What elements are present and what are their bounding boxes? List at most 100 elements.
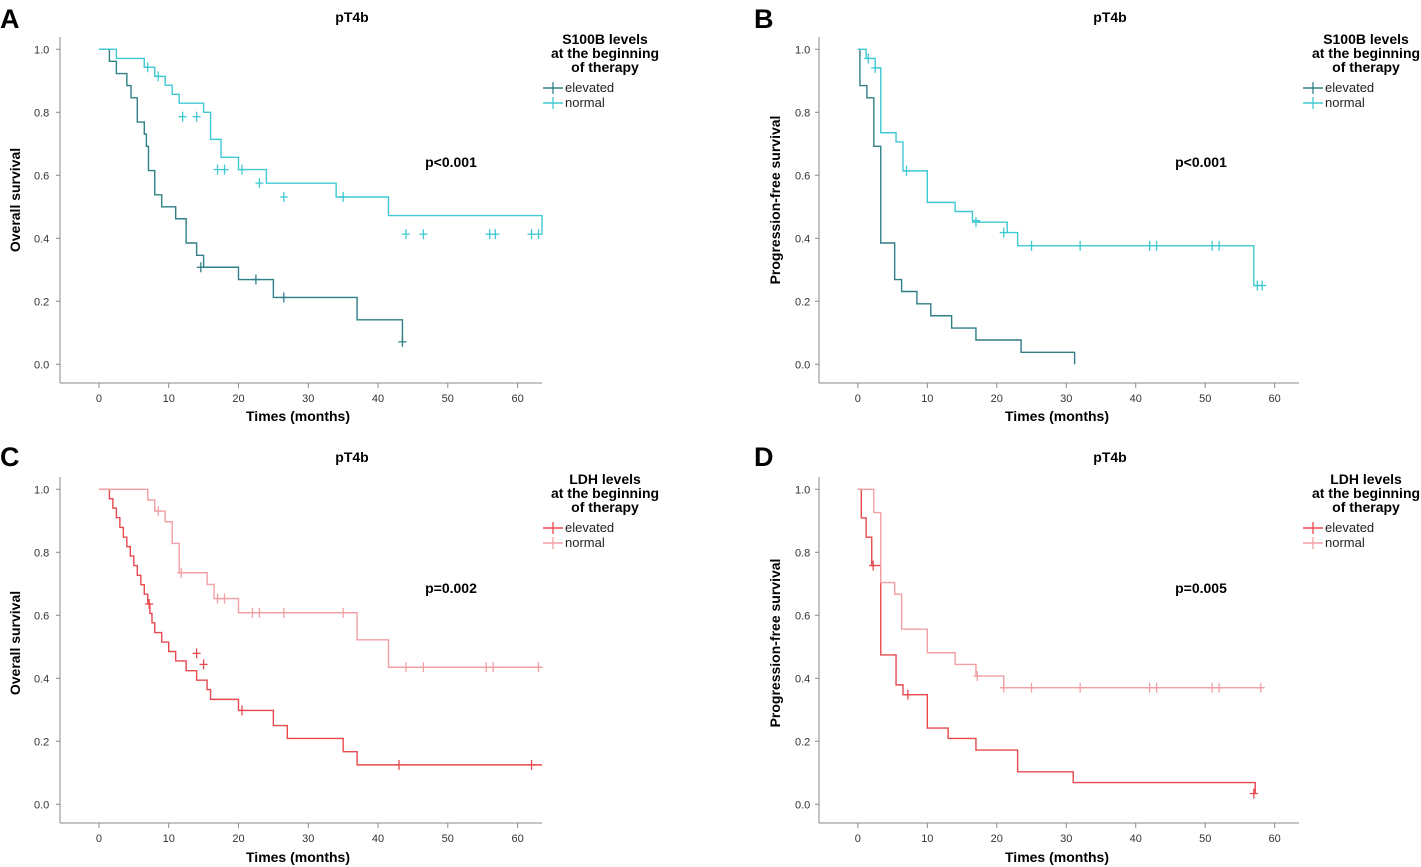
panel-letter: D	[754, 442, 774, 472]
y-axis-label: Overall survival	[7, 591, 23, 695]
x-tick-label: 60	[511, 393, 523, 405]
censor-mark-normal	[491, 229, 500, 240]
y-tick-label: 0.8	[795, 107, 810, 119]
censor-mark-normal	[489, 662, 498, 673]
legend-title-line: of therapy	[571, 59, 639, 75]
x-tick-label: 20	[232, 833, 244, 845]
censor-mark-elevated	[1249, 788, 1258, 799]
x-tick-label: 10	[163, 833, 175, 845]
legend-label: elevated	[565, 80, 614, 95]
censor-mark-normal	[1076, 682, 1085, 693]
legend-title-line: at the beginning	[551, 45, 659, 61]
censor-mark-elevated	[398, 336, 407, 347]
x-tick-label: 10	[921, 833, 933, 845]
censor-mark-normal	[1027, 240, 1036, 251]
chart-title: pT4b	[1093, 9, 1126, 25]
y-tick-label: 0.4	[795, 673, 810, 685]
censor-mark-normal	[401, 229, 410, 240]
censor-mark-normal	[339, 607, 348, 618]
y-tick-label: 1.0	[34, 484, 49, 496]
censor-mark-normal	[401, 662, 410, 673]
censor-mark-normal	[279, 607, 288, 618]
censor-mark-normal	[192, 111, 201, 122]
y-tick-label: 0.2	[795, 296, 810, 308]
p-value-annotation: p=0.005	[1175, 580, 1227, 596]
x-tick-label: 50	[442, 393, 454, 405]
censor-mark-normal	[213, 164, 222, 175]
x-tick-label: 20	[991, 393, 1003, 405]
y-tick-label: 1.0	[34, 44, 49, 56]
x-tick-label: 0	[96, 833, 102, 845]
legend-title-line: of therapy	[1332, 59, 1400, 75]
legend-label: normal	[565, 535, 605, 550]
censor-mark-elevated	[192, 648, 201, 659]
censor-mark-elevated	[251, 274, 260, 285]
censor-mark-normal	[1152, 240, 1161, 251]
y-tick-label: 0.8	[795, 547, 810, 559]
x-tick-label: 50	[1199, 393, 1211, 405]
censor-mark-normal	[1208, 682, 1217, 693]
x-axis-label: Times (months)	[1005, 849, 1109, 865]
censor-mark-normal	[1258, 280, 1267, 291]
y-tick-label: 0.6	[795, 170, 810, 182]
censor-mark-elevated	[145, 598, 154, 609]
survival-curve-elevated	[98, 48, 404, 342]
censor-mark-normal	[902, 165, 911, 176]
censor-mark-normal	[1215, 240, 1224, 251]
legend-title-line: of therapy	[571, 499, 639, 515]
censor-mark-normal	[1215, 682, 1224, 693]
x-tick-label: 30	[1060, 393, 1072, 405]
censor-mark-normal	[255, 607, 264, 618]
censor-mark-normal	[213, 593, 222, 604]
censor-mark-normal	[143, 62, 152, 73]
censor-mark-normal	[177, 567, 186, 578]
y-tick-label: 0.2	[795, 736, 810, 748]
censor-mark-normal	[154, 506, 163, 517]
censor-mark-normal	[527, 229, 536, 240]
censor-mark-normal	[973, 671, 982, 682]
x-tick-label: 20	[991, 833, 1003, 845]
censor-mark-elevated	[903, 689, 912, 700]
x-tick-label: 0	[855, 833, 861, 845]
chart-title: pT4b	[335, 449, 368, 465]
censor-mark-normal	[871, 62, 880, 73]
censor-mark-elevated	[869, 560, 878, 571]
censor-mark-normal	[1208, 240, 1217, 251]
legend-title-line: at the beginning	[1312, 485, 1420, 501]
censor-mark-normal	[1145, 240, 1154, 251]
y-tick-label: 0.6	[34, 170, 49, 182]
censor-mark-normal	[220, 593, 229, 604]
censor-mark-normal	[971, 217, 980, 228]
x-tick-label: 40	[1130, 393, 1142, 405]
x-tick-label: 50	[442, 833, 454, 845]
p-value-annotation: p<0.001	[1175, 154, 1227, 170]
censor-mark-elevated	[279, 292, 288, 303]
y-axis-label: Progression-free survival	[767, 116, 783, 285]
x-axis-label: Times (months)	[246, 408, 350, 424]
legend-item-normal: normal	[1303, 535, 1365, 550]
legend-item-elevated: elevated	[1303, 520, 1374, 535]
censor-mark-normal	[419, 229, 428, 240]
p-value-annotation: p<0.001	[425, 154, 477, 170]
x-tick-label: 10	[163, 393, 175, 405]
censor-mark-normal	[248, 607, 257, 618]
censor-mark-normal	[999, 682, 1008, 693]
survival-curve-normal	[98, 488, 542, 668]
y-tick-label: 0.6	[795, 610, 810, 622]
censor-mark-normal	[339, 192, 348, 203]
x-axis-label: Times (months)	[246, 849, 350, 865]
legend-item-elevated: elevated	[1303, 80, 1374, 95]
legend-item-normal: normal	[543, 535, 605, 550]
y-tick-label: 1.0	[795, 44, 810, 56]
censor-mark-elevated	[199, 659, 208, 670]
y-tick-label: 0.8	[34, 547, 49, 559]
legend-item-normal: normal	[543, 95, 605, 110]
x-tick-label: 20	[232, 393, 244, 405]
